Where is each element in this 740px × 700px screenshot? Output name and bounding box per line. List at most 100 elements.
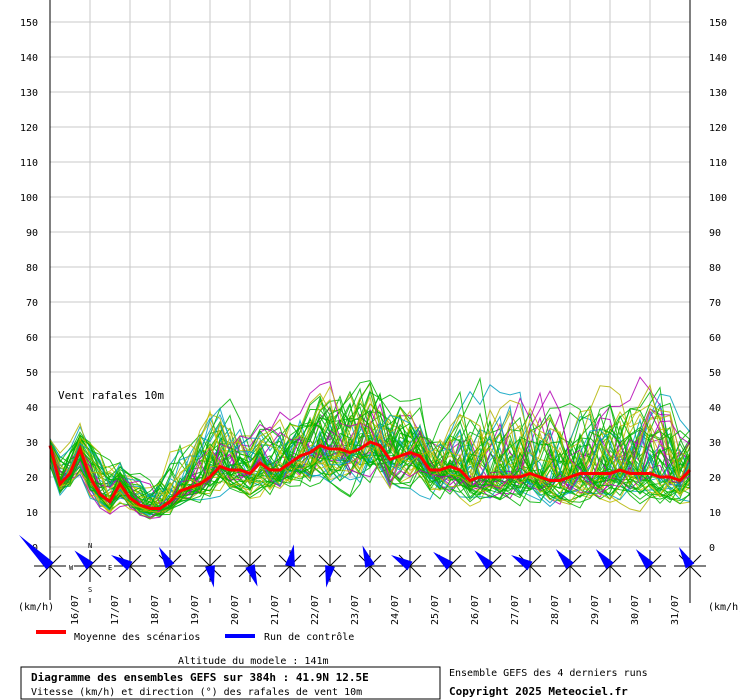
y-tick-label-right: 130 bbox=[709, 88, 727, 99]
wind-arrow bbox=[510, 555, 533, 571]
y-tick-label-right: 60 bbox=[709, 333, 721, 344]
y-tick-label-right: 120 bbox=[709, 123, 727, 134]
date-label: 26/07 bbox=[470, 595, 481, 625]
y-tick-label-left: 70 bbox=[26, 298, 38, 309]
date-label: 21/07 bbox=[270, 595, 281, 625]
wind-direction-marker: N S W E bbox=[69, 542, 112, 594]
y-tick-label-left: 150 bbox=[20, 18, 38, 29]
y-tick-label-right: 70 bbox=[709, 298, 721, 309]
wind-direction-marker bbox=[474, 550, 506, 582]
wind-arrow bbox=[285, 544, 295, 567]
compass-letter: E bbox=[108, 564, 112, 572]
wind-direction-marker bbox=[154, 546, 186, 582]
y-tick-label-left: 110 bbox=[20, 158, 38, 169]
wind-arrow bbox=[110, 555, 133, 571]
y-tick-label-left: 80 bbox=[26, 263, 38, 274]
y-tick-label-right: 30 bbox=[709, 438, 721, 449]
y-tick-label-right: 40 bbox=[709, 403, 721, 414]
wind-direction-marker bbox=[234, 550, 266, 587]
legend-mean-swatch bbox=[36, 630, 66, 634]
legend-mean-label: Moyenne des scénarios bbox=[74, 631, 200, 643]
ensemble-member-line bbox=[49, 408, 691, 505]
y-tick-label-right: 150 bbox=[709, 18, 727, 29]
ensemble-member-line bbox=[49, 391, 691, 514]
ensemble-member-line bbox=[49, 387, 691, 510]
wind-arrow bbox=[679, 546, 695, 569]
y-tick-label-left: 10 bbox=[26, 508, 38, 519]
y-tick-labels: 0010102020303040405050606070708080909010… bbox=[20, 18, 727, 554]
date-label: 16/07 bbox=[70, 595, 81, 625]
y-tick-label-right: 100 bbox=[709, 193, 727, 204]
date-label: 31/07 bbox=[670, 595, 681, 625]
ensemble-member-line bbox=[49, 385, 691, 514]
wind-direction-marker bbox=[554, 549, 586, 582]
y-tick-label-left: 90 bbox=[26, 228, 38, 239]
date-label: 23/07 bbox=[350, 595, 361, 625]
legend-control-label: Run de contrôle bbox=[264, 631, 354, 643]
ensemble-members bbox=[49, 376, 691, 520]
wind-direction-marker bbox=[634, 549, 666, 582]
wind-arrow bbox=[555, 549, 574, 570]
wind-arrow bbox=[635, 549, 654, 570]
compass-letter: S bbox=[88, 586, 92, 594]
wind-arrow bbox=[362, 545, 375, 568]
date-label: 28/07 bbox=[550, 595, 561, 625]
date-label: 27/07 bbox=[510, 595, 521, 625]
y-unit-right: (km/h) bbox=[708, 602, 740, 613]
wind-direction-marker bbox=[390, 550, 426, 582]
wind-arrow bbox=[325, 565, 335, 588]
y-tick-label-left: 130 bbox=[20, 88, 38, 99]
mean-line-group bbox=[48, 440, 692, 510]
legend: Moyenne des scénarios Run de contrôle bbox=[36, 630, 354, 643]
wind-arrow bbox=[390, 555, 413, 571]
ensemble-member-line bbox=[49, 398, 691, 513]
title-box bbox=[20, 666, 441, 700]
y-tick-label-left: 120 bbox=[20, 123, 38, 134]
altitude-text: Altitude du modele : 141m bbox=[178, 656, 329, 667]
y-tick-label-left: 100 bbox=[20, 193, 38, 204]
ensemble-member-line bbox=[49, 404, 691, 512]
wind-direction-marker bbox=[274, 544, 306, 582]
ensemble-member-line bbox=[49, 402, 691, 516]
y-tick-label-right: 10 bbox=[709, 508, 721, 519]
wind-direction-marker bbox=[510, 550, 546, 582]
date-label: 25/07 bbox=[430, 595, 441, 625]
date-label: 24/07 bbox=[390, 595, 401, 625]
chart-axes bbox=[49, 0, 691, 600]
y-tick-label-left: 60 bbox=[26, 333, 38, 344]
wind-direction-marker bbox=[314, 550, 346, 588]
wind-direction-marker bbox=[354, 545, 386, 582]
legend-control-swatch bbox=[225, 634, 255, 638]
compass-letter: W bbox=[69, 564, 74, 572]
chart-title: Diagramme des ensembles GEFS sur 384h : … bbox=[31, 671, 369, 684]
y-tick-label-right: 0 bbox=[709, 543, 715, 554]
wind-arrow bbox=[205, 565, 215, 588]
date-label: 19/07 bbox=[190, 595, 201, 625]
wind-arrow bbox=[595, 549, 614, 570]
date-label: 18/07 bbox=[150, 595, 161, 625]
ensemble-member-line bbox=[49, 399, 691, 503]
wind-arrow bbox=[433, 551, 454, 570]
y-tick-label-right: 20 bbox=[709, 473, 721, 484]
wind-direction-marker bbox=[18, 534, 66, 582]
ensemble-member-line bbox=[49, 397, 691, 513]
wind-direction-marker bbox=[433, 550, 466, 582]
y-tick-label-left: 50 bbox=[26, 368, 38, 379]
wind-arrow bbox=[18, 534, 54, 570]
mean-line bbox=[48, 440, 692, 510]
copyright: Copyright 2025 Meteociel.fr bbox=[449, 685, 628, 698]
ensemble-member-line bbox=[49, 408, 691, 512]
date-label: 20/07 bbox=[230, 595, 241, 625]
ensemble-member-line bbox=[49, 385, 691, 515]
y-tick-label-left: 20 bbox=[26, 473, 38, 484]
y-tick-label-right: 140 bbox=[709, 53, 727, 64]
y-tick-label-left: 140 bbox=[20, 53, 38, 64]
wind-arrow bbox=[245, 564, 258, 587]
wind-direction-marker bbox=[194, 550, 226, 588]
wind-direction-marker bbox=[594, 549, 626, 582]
wind-arrow bbox=[74, 550, 94, 570]
chart-subtitle: Vitesse (km/h) et direction (°) des rafa… bbox=[31, 687, 362, 698]
y-unit-left: (km/h) bbox=[18, 602, 54, 613]
date-label: 17/07 bbox=[110, 595, 121, 625]
y-tick-label-left: 30 bbox=[26, 438, 38, 449]
